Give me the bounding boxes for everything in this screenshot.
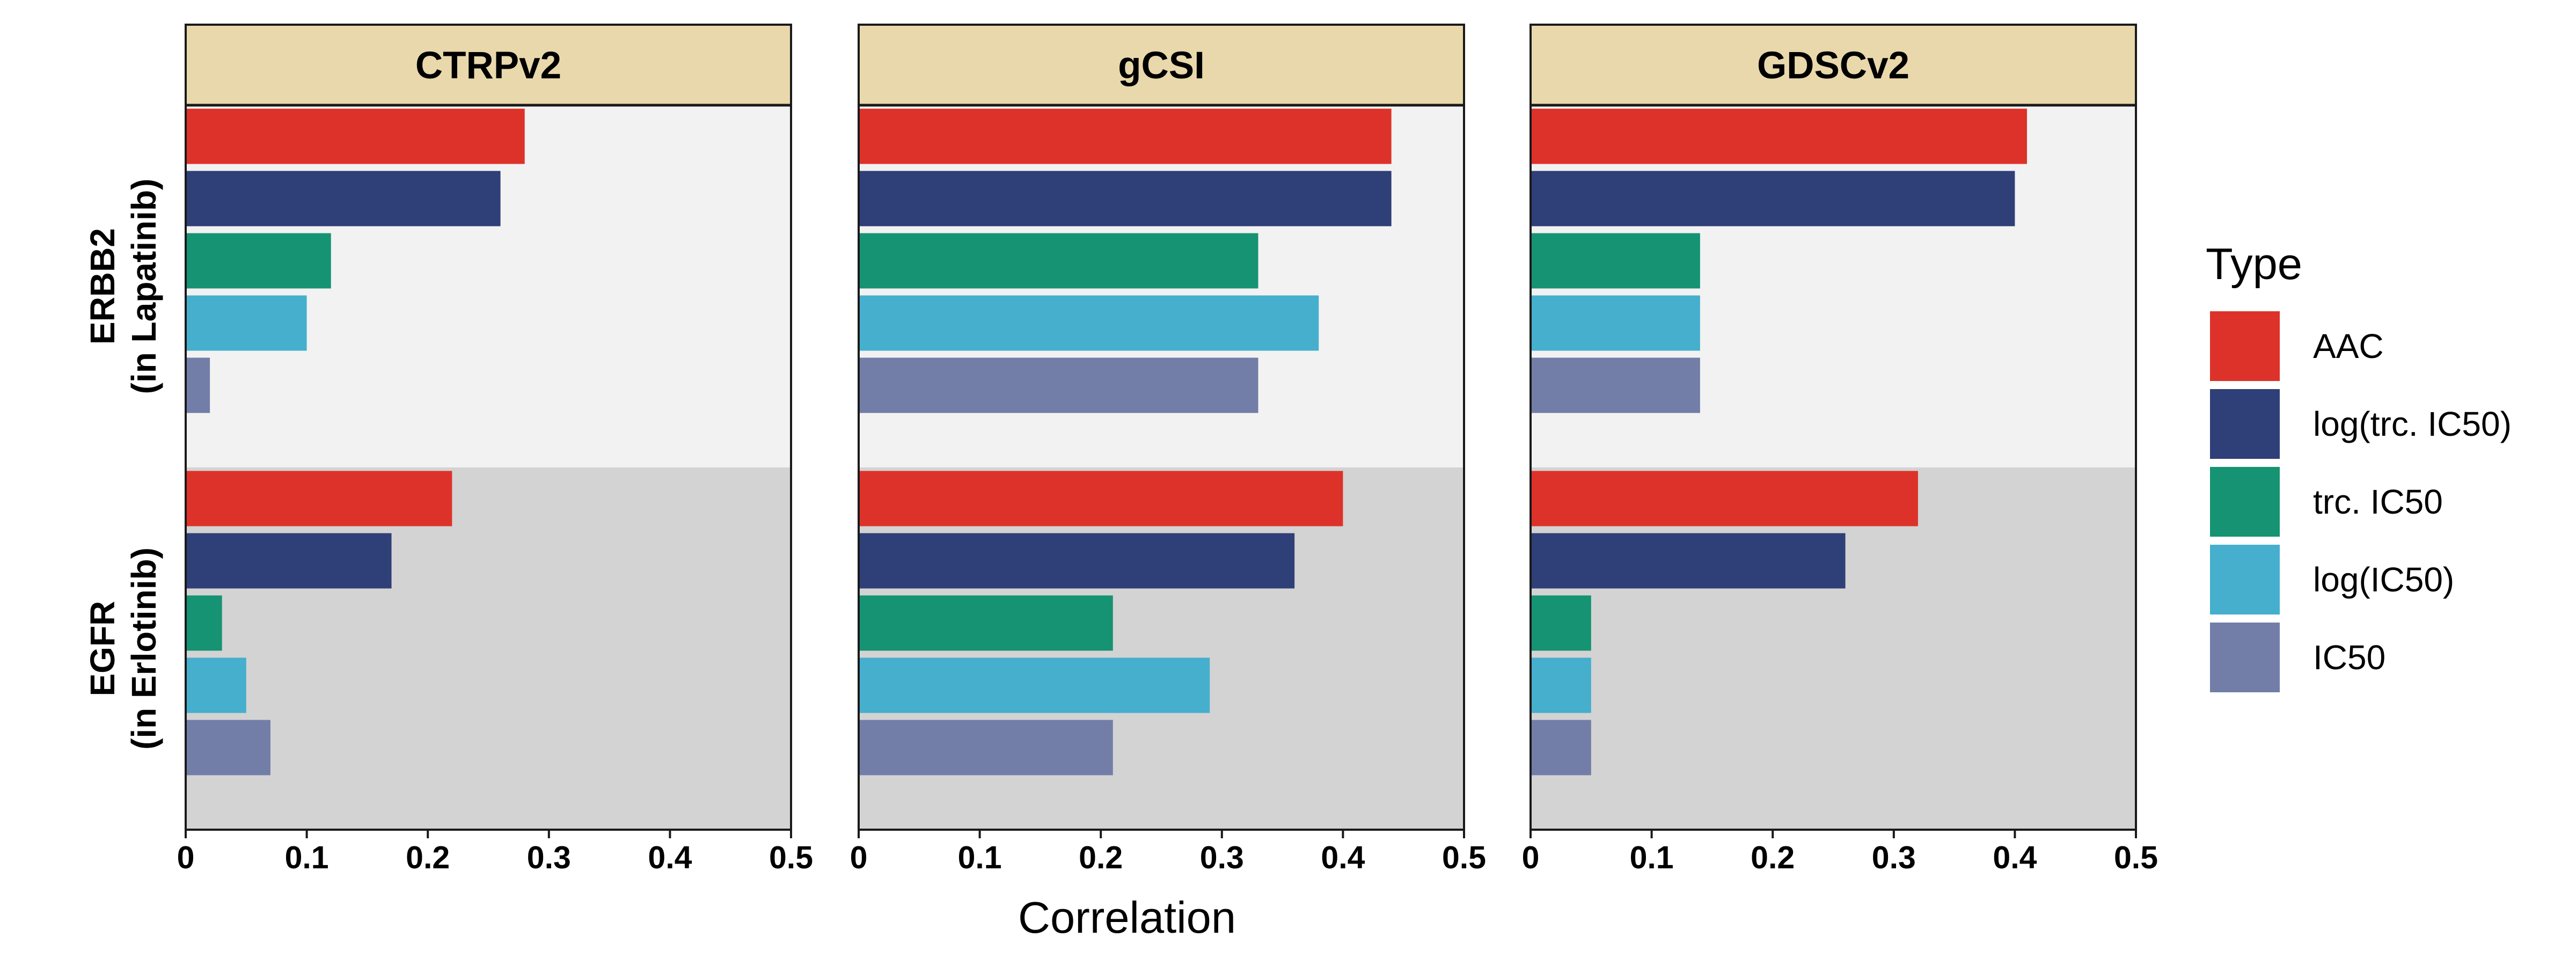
facet-gdscv2: GDSCv2 0 0.1 0.2 0.3 0.4 0.5 xyxy=(1522,24,2158,875)
x-tick-label: 0.2 xyxy=(1079,840,1123,875)
bar-egfr-0 xyxy=(1531,471,1918,526)
x-tick-label: 0.3 xyxy=(527,840,571,875)
bar-egfr-0 xyxy=(859,471,1343,526)
row-background xyxy=(186,467,791,830)
bar-erbb2-1 xyxy=(1531,171,2015,226)
legend-label: log(trc. IC50) xyxy=(2313,405,2512,443)
row-label-erbb2: ERBB2 (in Lapatinib) xyxy=(83,179,163,394)
panel-border xyxy=(185,24,792,831)
x-tick-label: 0.1 xyxy=(285,840,329,875)
bar-erbb2-2 xyxy=(1531,233,1700,289)
legend-swatch xyxy=(2210,311,2280,381)
x-tick-label: 0.2 xyxy=(406,840,450,875)
legend-label: IC50 xyxy=(2313,638,2385,677)
row-label-line2: (in Lapatinib) xyxy=(125,179,163,394)
x-tick-label: 0.5 xyxy=(1442,840,1486,875)
row-labels: ERBB2 (in Lapatinib) EGFR (in Erlotinib) xyxy=(83,179,163,750)
row-background xyxy=(1531,467,2136,830)
legend-swatch xyxy=(2210,467,2280,537)
row-label-egfr: EGFR (in Erlotinib) xyxy=(83,547,163,750)
x-tick-label: 0.1 xyxy=(958,840,1002,875)
legend-label: AAC xyxy=(2313,327,2384,365)
bar-egfr-1 xyxy=(186,533,392,589)
facet-title: GDSCv2 xyxy=(1757,45,1909,87)
x-tick-label: 0.4 xyxy=(1993,840,2037,875)
bar-egfr-2 xyxy=(859,595,1113,651)
facet-panels: CTRPv2 0 0.1 0.2 0.3 0.4 0.5 gCSI 0 0.1 0.2 0.3 0.4 0… xyxy=(177,24,2158,875)
bar-erbb2-4 xyxy=(1531,357,1700,413)
bar-erbb2-1 xyxy=(859,171,1392,226)
x-tick-label: 0.3 xyxy=(1200,840,1244,875)
facet-gcsi: gCSI 0 0.1 0.2 0.3 0.4 0.5 xyxy=(850,24,1486,875)
bar-erbb2-3 xyxy=(186,295,307,351)
x-tick-label: 0 xyxy=(1522,840,1540,875)
bar-erbb2-3 xyxy=(859,295,1319,351)
x-tick-label: 0.2 xyxy=(1751,840,1795,875)
bar-egfr-2 xyxy=(1531,595,1591,651)
legend-swatch xyxy=(2210,545,2280,614)
bar-egfr-0 xyxy=(186,471,452,526)
bar-erbb2-0 xyxy=(186,108,525,164)
x-tick-label: 0 xyxy=(850,840,868,875)
bar-erbb2-4 xyxy=(186,357,210,413)
bar-erbb2-0 xyxy=(859,108,1392,164)
bar-erbb2-0 xyxy=(1531,108,2027,164)
legend-swatch xyxy=(2210,389,2280,459)
x-axis-title: Correlation xyxy=(1018,892,1236,942)
bar-egfr-3 xyxy=(1531,657,1591,713)
facet-title: gCSI xyxy=(1118,45,1205,87)
bar-erbb2-2 xyxy=(186,233,331,289)
bar-erbb2-3 xyxy=(1531,295,1700,351)
bar-egfr-1 xyxy=(859,533,1295,589)
bar-erbb2-2 xyxy=(859,233,1258,289)
panel-border xyxy=(858,24,1465,831)
facet-title: CTRPv2 xyxy=(415,45,561,87)
x-tick-label: 0.5 xyxy=(769,840,813,875)
x-tick-label: 0 xyxy=(177,840,195,875)
facet-ctrpv2: CTRPv2 0 0.1 0.2 0.3 0.4 0.5 xyxy=(177,24,813,875)
bar-erbb2-4 xyxy=(859,357,1258,413)
bar-egfr-1 xyxy=(1531,533,1846,589)
bar-erbb2-1 xyxy=(186,171,501,226)
x-tick-label: 0.3 xyxy=(1872,840,1916,875)
row-label-line2: (in Erlotinib) xyxy=(125,547,163,750)
legend-items: AAC log(trc. IC50) trc. IC50 log(IC50) IC50 xyxy=(2210,311,2512,692)
legend: Type AAC log(trc. IC50) trc. IC50 log(IC50)… xyxy=(2206,239,2512,692)
bar-egfr-3 xyxy=(186,657,246,713)
row-label-line1: ERBB2 xyxy=(83,228,122,345)
bar-egfr-4 xyxy=(1531,720,1591,775)
row-label-line1: EGFR xyxy=(83,601,122,697)
legend-swatch xyxy=(2210,623,2280,692)
bar-egfr-2 xyxy=(186,595,222,651)
x-tick-label: 0.5 xyxy=(2114,840,2158,875)
legend-label: log(IC50) xyxy=(2313,560,2454,599)
legend-title: Type xyxy=(2206,239,2302,289)
facet-strip xyxy=(185,24,792,106)
bar-egfr-4 xyxy=(859,720,1113,775)
x-tick-label: 0.4 xyxy=(1321,840,1365,875)
bar-egfr-4 xyxy=(186,720,270,775)
x-tick-label: 0.4 xyxy=(648,840,692,875)
x-tick-label: 0.1 xyxy=(1630,840,1674,875)
legend-label: trc. IC50 xyxy=(2313,482,2443,521)
panel-border xyxy=(1529,24,2137,831)
bar-egfr-3 xyxy=(859,657,1210,713)
